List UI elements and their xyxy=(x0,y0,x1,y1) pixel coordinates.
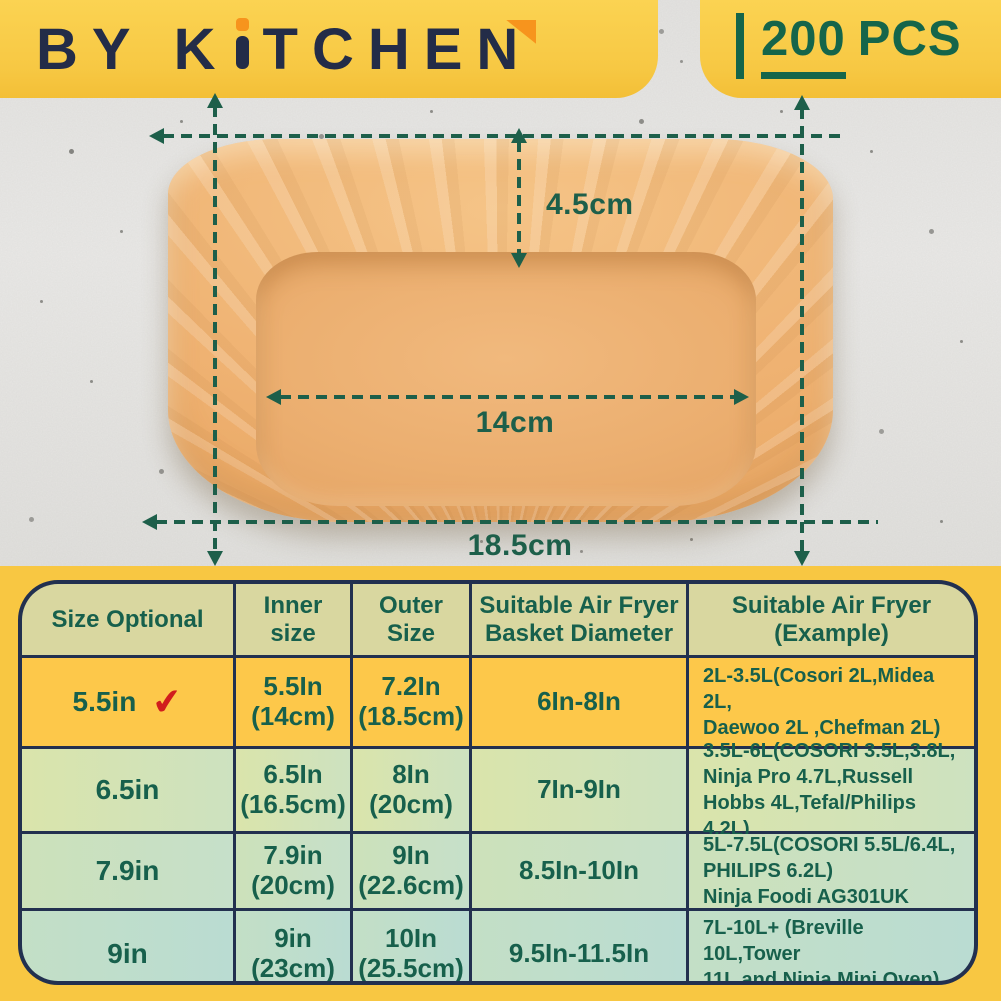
dim-line-bottom-base xyxy=(142,514,878,530)
arrow-up-icon xyxy=(511,128,527,143)
arrow-down-icon xyxy=(794,551,810,566)
cell-outer: 9In (22.6cm) xyxy=(353,834,469,908)
cell-basket: 6In-8In xyxy=(472,658,686,746)
logo-text-before-i: BY K xyxy=(36,17,230,82)
cell-outer: 8In (20cm) xyxy=(353,749,469,831)
piece-count-badge: 200 PCS xyxy=(736,12,962,79)
spec-table: Size Optional Inner size Outer Size Suit… xyxy=(18,580,978,985)
cell-size: 5.5in ✔ xyxy=(22,658,233,746)
logo-letter-n-accent: N xyxy=(476,17,533,82)
cell-example: 2L-3.5L(Cosori 2L,Midea 2L, Daewoo 2L ,C… xyxy=(689,658,974,746)
dim-line-inner-width xyxy=(266,389,749,405)
cell-example: 5L-7.5L(COSORI 5.5L/6.4L, PHILIPS 6.2L) … xyxy=(689,834,974,908)
outer-width-label: 18.5cm xyxy=(467,529,573,562)
logo-letter-i-icon xyxy=(235,18,249,69)
cell-size: 7.9in xyxy=(22,834,233,908)
header-outer-size: Outer Size xyxy=(353,584,469,655)
inner-width-label: 14cm xyxy=(475,406,555,439)
dim-line-height-right xyxy=(794,95,810,566)
cell-inner: 7.9in (20cm) xyxy=(236,834,350,908)
arrow-down-icon xyxy=(511,253,527,268)
brand-banner-right: 200 PCS xyxy=(700,0,1001,98)
header-size-optional: Size Optional xyxy=(22,584,233,655)
arrow-left-icon xyxy=(149,128,164,144)
size-value: 5.5in xyxy=(72,685,137,717)
arrow-left-icon xyxy=(266,389,281,405)
cell-inner: 6.5In (16.5cm) xyxy=(236,749,350,831)
pcs-count: 200 xyxy=(761,12,846,79)
dimension-annotations: 4.5cm 14cm 18.5cm xyxy=(142,93,878,566)
pcs-divider-bar xyxy=(736,13,744,79)
arrow-down-icon xyxy=(207,551,223,566)
brand-banner-left: BY K TCHEN xyxy=(0,0,658,98)
header-inner-size: Inner size xyxy=(236,584,350,655)
cell-inner: 9in (23cm) xyxy=(236,911,350,981)
cell-basket: 9.5In-11.5In xyxy=(472,911,686,981)
cell-basket: 8.5In-10In xyxy=(472,834,686,908)
cell-example: 3.5L-6L(COSORI 3.5L,3.8L, Ninja Pro 4.7L… xyxy=(689,740,974,840)
cell-outer: 10In (25.5cm) xyxy=(353,911,469,981)
cell-outer: 7.2In (18.5cm) xyxy=(353,658,469,746)
header-air-fryer-example: Suitable Air Fryer (Example) xyxy=(689,584,974,655)
cell-size: 9in xyxy=(22,911,233,981)
cell-example: 7L-10L+ (Breville 10L,Tower 11L and Ninj… xyxy=(689,911,974,981)
selected-check-icon: ✔ xyxy=(150,679,185,724)
depth-label: 4.5cm xyxy=(546,188,634,221)
liner-inner-floor xyxy=(256,252,756,506)
arrow-right-icon xyxy=(734,389,749,405)
dim-line-top-rim xyxy=(149,128,843,144)
dim-line-depth xyxy=(511,128,527,268)
brand-logo: BY K TCHEN xyxy=(36,16,532,83)
cell-inner: 5.5In (14cm) xyxy=(236,658,350,746)
logo-text-after-i: TCHE xyxy=(262,17,477,82)
cell-size: 6.5in xyxy=(22,749,233,831)
header-basket-diameter: Suitable Air Fryer Basket Diameter xyxy=(472,584,686,655)
cell-basket: 7In-9In xyxy=(472,749,686,831)
arrow-left-icon xyxy=(142,514,157,530)
dim-line-height-left xyxy=(207,93,223,566)
arrow-up-icon xyxy=(794,95,810,110)
pcs-unit: PCS xyxy=(857,12,962,66)
arrow-up-icon xyxy=(207,93,223,108)
